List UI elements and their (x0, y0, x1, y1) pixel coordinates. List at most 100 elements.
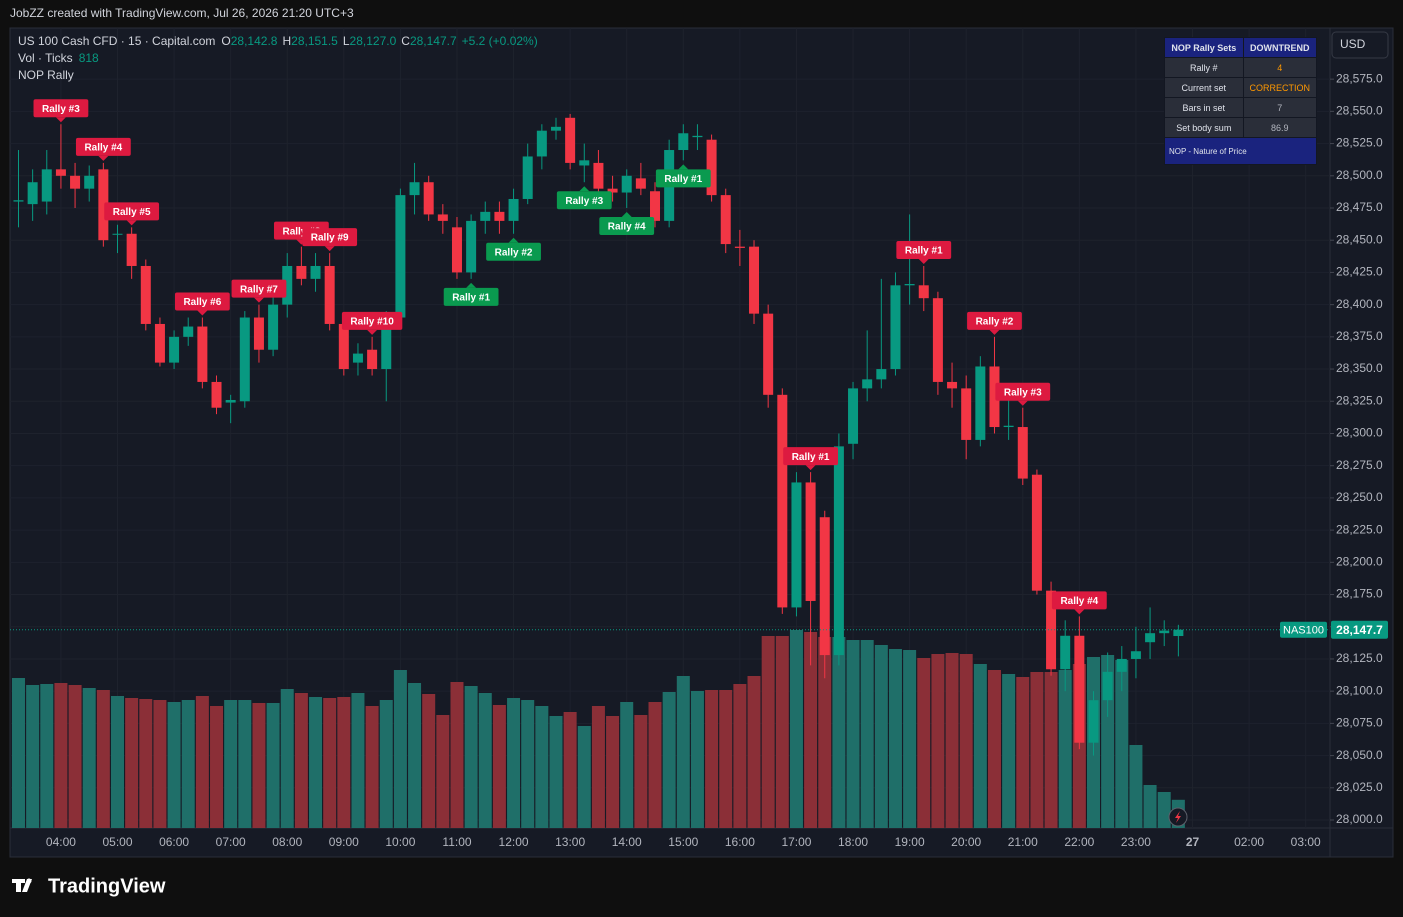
volume-bar (68, 685, 82, 828)
candle-body (1074, 635, 1085, 743)
candle-body (1031, 474, 1042, 591)
candle-body (395, 195, 406, 318)
candle-body (154, 323, 165, 363)
price-tag-box (1331, 620, 1388, 639)
volume-bar (747, 676, 761, 828)
candle-body (508, 198, 519, 221)
rally-label-pointer (98, 155, 109, 161)
rally-label-pointer (466, 282, 477, 288)
rally-label-text: Rally #9 (311, 233, 349, 244)
volume-bar (379, 700, 393, 828)
rally-label-box (783, 447, 839, 466)
candle-body (763, 313, 774, 395)
volume-bar (987, 670, 1001, 828)
volume-bar (252, 703, 266, 828)
candle-body (27, 182, 38, 205)
table-value: CORRECTION (1242, 77, 1318, 98)
candle-body (749, 246, 760, 314)
x-tick-label: 18:00 (838, 835, 868, 849)
candle-body (268, 304, 279, 350)
legend-key: C (401, 34, 410, 48)
currency[interactable]: USD (1340, 37, 1366, 51)
volume-bar (789, 630, 803, 828)
y-tick-label: 28,050.0 (1336, 748, 1383, 762)
rally-label-text: Rally #1 (792, 452, 830, 463)
volume-bar (492, 705, 506, 828)
rally-label-pointer (324, 246, 335, 252)
table-row: Rally #4 (1164, 57, 1318, 78)
volume-bar (874, 645, 888, 828)
volume-pane (11, 630, 1185, 828)
table-value: 86.9 (1242, 117, 1318, 138)
volume-bar (393, 670, 407, 828)
volume-bar (478, 693, 492, 828)
axes: 28,000.0 28,025.0 28,050.0 28,075.0 28,100.0… (10, 71, 1388, 849)
candle-body (494, 211, 505, 221)
candle-body (876, 369, 887, 380)
volume-bar (139, 699, 153, 828)
rally-table: NOP Rally Sets DOWNTREND Rally #4 Curren… (1164, 37, 1318, 165)
rally-label: Rally #1 (655, 164, 711, 188)
y-tick-label: 28,325.0 (1336, 393, 1383, 407)
candle-body (1060, 635, 1071, 670)
rally-label-text: Rally #8 (282, 226, 320, 237)
volume-bar (648, 702, 662, 828)
y-tick-label: 28,450.0 (1336, 232, 1383, 246)
rally-label-box (231, 279, 287, 298)
candle-body (451, 227, 462, 273)
logo: TradingView (12, 875, 166, 897)
volume-bar (309, 697, 323, 828)
x-tick-label: 07:00 (216, 835, 246, 849)
replay-icon (1175, 811, 1181, 823)
candle-body (1130, 651, 1141, 659)
x-tick-label: 05:00 (102, 835, 132, 849)
currency-box[interactable] (1331, 31, 1389, 59)
symbol-tag: NAS100 (1283, 625, 1324, 637)
legend-volume-name: Vol · Ticks (18, 51, 73, 65)
rally-label-pointer (621, 211, 632, 217)
rally-label-box (341, 311, 403, 330)
rally-label-pointer (918, 258, 929, 264)
rally-label-text: Rally #4 (84, 143, 122, 154)
volume-bar (591, 706, 605, 828)
candle-body (819, 517, 830, 656)
rally-label-pointer (197, 310, 208, 316)
y-tick-label: 28,075.0 (1336, 716, 1383, 730)
candle-body (55, 169, 66, 176)
candle-body (833, 446, 844, 656)
x-tick-label: 06:00 (159, 835, 189, 849)
volume-bar (1002, 674, 1016, 828)
x-tick-label: 08:00 (272, 835, 302, 849)
volume-bar (563, 712, 577, 828)
y-tick-label: 28,100.0 (1336, 683, 1383, 697)
rally-label-text: Rally #2 (495, 247, 533, 258)
rally-label-text: Rally #1 (905, 246, 943, 257)
rally-label: Rally #1 (896, 240, 952, 264)
candle-body (70, 175, 81, 189)
candle-body (706, 139, 717, 196)
volume-bar (280, 689, 294, 828)
volume-bar (181, 700, 195, 828)
volume-bar (662, 692, 676, 828)
y-tick-label: 28,500.0 (1336, 168, 1383, 182)
table-key: Current set (1164, 77, 1244, 98)
volume-bar (577, 726, 591, 828)
legend-volume-value: 818 (79, 51, 99, 65)
x-tick-label: 21:00 (1008, 835, 1038, 849)
rally-label-text: Rally #1 (452, 293, 490, 304)
table-key: Bars in set (1164, 97, 1244, 118)
y-tick-label: 28,125.0 (1336, 651, 1383, 665)
volume-bar (1143, 785, 1157, 828)
rally-label: Rally #10 (341, 311, 403, 335)
rally-label: Rally #4 (1051, 591, 1107, 615)
candle-body (678, 133, 689, 151)
rally-label-pointer (805, 465, 816, 471)
volume-bar (719, 690, 733, 828)
rally-label: Rally #3 (556, 186, 612, 210)
volume-bar (888, 649, 902, 828)
x-tick-label: 19:00 (895, 835, 925, 849)
x-tick-label: 16:00 (725, 835, 755, 849)
logo-text: TradingView (48, 875, 166, 897)
rally-label-text: Rally #3 (565, 196, 603, 207)
credit: JobZZ created with TradingView.com, Jul … (10, 6, 354, 20)
